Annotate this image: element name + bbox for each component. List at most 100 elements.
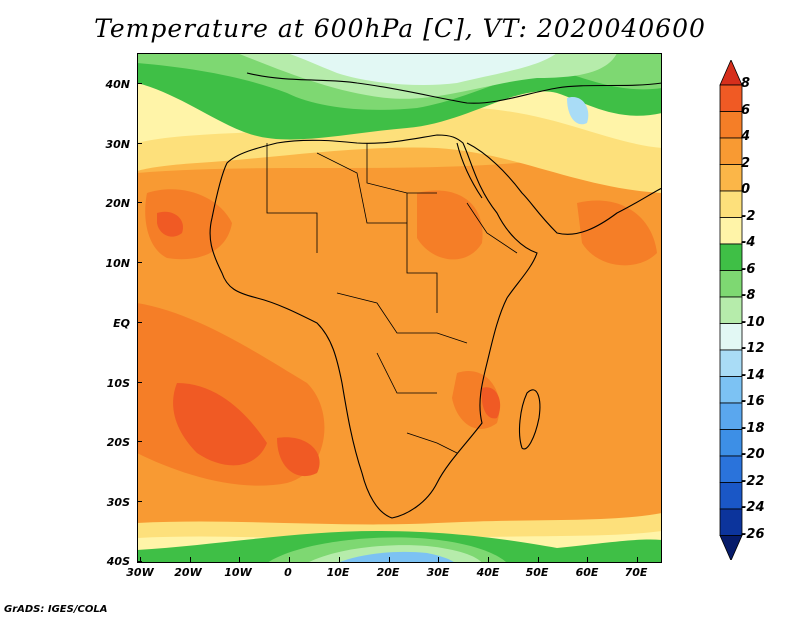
colorbar-segment bbox=[719, 376, 743, 404]
colorbar-segment bbox=[719, 137, 743, 165]
colorbar-label: -16 bbox=[741, 394, 765, 409]
colorbar-label: -26 bbox=[741, 526, 765, 542]
x-tick bbox=[537, 557, 539, 562]
colorbar-label: -14 bbox=[741, 367, 765, 383]
credit-text: GrADS: IGES/COLA bbox=[4, 604, 108, 615]
colorbar-label: -20 bbox=[741, 447, 765, 462]
chart-title: Temperature at 600hPa [C], VT: 202004060… bbox=[94, 14, 706, 43]
y-label-30n: 30N bbox=[105, 138, 130, 151]
x-label-30w: 30W bbox=[126, 566, 154, 579]
colorbar-segment bbox=[719, 402, 743, 430]
border-3 bbox=[366, 143, 437, 194]
colorbar-bottom-triangle bbox=[719, 535, 743, 560]
y-label-20n: 20N bbox=[105, 197, 130, 210]
border-4 bbox=[406, 193, 438, 313]
colorbar-segment bbox=[719, 84, 743, 112]
colorbar-segment bbox=[719, 243, 743, 271]
x-tick bbox=[637, 557, 638, 562]
colorbar-label: 6 bbox=[741, 102, 751, 118]
y-tick bbox=[137, 441, 142, 443]
colorbar-label: 0 bbox=[741, 182, 751, 197]
colorbar-segment bbox=[719, 349, 743, 377]
colorbar-label: 4 bbox=[741, 129, 751, 144]
colorbar-segment bbox=[719, 190, 743, 218]
field-hot-spot-1 bbox=[157, 211, 183, 237]
y-tick bbox=[137, 321, 142, 323]
colorbar-label: 2 bbox=[741, 155, 751, 171]
y-tick bbox=[137, 202, 142, 204]
x-label-60e: 60E bbox=[575, 566, 599, 579]
colorbar-segment bbox=[719, 217, 743, 245]
madagascar-coastline bbox=[518, 389, 541, 450]
x-label-50e: 50E bbox=[525, 566, 549, 579]
country-borders bbox=[266, 143, 518, 454]
colorbar-label: 8 bbox=[741, 76, 751, 91]
colorbar bbox=[719, 60, 743, 560]
x-tick bbox=[140, 557, 141, 562]
arabia-coastline bbox=[466, 142, 662, 235]
temperature-field bbox=[137, 53, 662, 563]
colorbar-label: -10 bbox=[741, 314, 765, 330]
map-frame bbox=[137, 53, 662, 563]
field-hot-spot-2 bbox=[173, 383, 267, 466]
y-tick bbox=[137, 500, 142, 502]
border-1 bbox=[266, 143, 318, 253]
colorbar-segment bbox=[719, 429, 743, 457]
y-label-20s: 20S bbox=[106, 436, 130, 449]
x-tick bbox=[487, 557, 489, 562]
colorbar-label: -6 bbox=[741, 261, 756, 277]
red-sea-coastline bbox=[456, 142, 483, 199]
y-label-eq: EQ bbox=[113, 317, 130, 330]
y-tick bbox=[137, 560, 142, 562]
x-tick bbox=[289, 557, 291, 562]
colorbar-segment bbox=[719, 508, 743, 536]
field-cold-spot-iran bbox=[567, 97, 589, 125]
x-label-20w: 20W bbox=[174, 566, 202, 579]
y-tick bbox=[137, 262, 142, 264]
x-tick bbox=[239, 557, 241, 562]
y-tick bbox=[137, 83, 142, 84]
colorbar-label: -4 bbox=[741, 235, 756, 250]
field-patch-arabian-sea bbox=[577, 200, 657, 266]
x-tick bbox=[438, 557, 440, 562]
colorbar-top-triangle bbox=[719, 60, 743, 86]
colorbar-segment bbox=[719, 323, 743, 351]
field-patch-sudan bbox=[417, 190, 483, 260]
border-7 bbox=[406, 432, 458, 454]
x-label-0: 0 bbox=[284, 566, 292, 579]
x-label-70e: 70E bbox=[624, 566, 648, 579]
colorbar-label: -2 bbox=[741, 208, 756, 224]
x-label-30e: 30E bbox=[426, 566, 450, 579]
africa-coastline bbox=[209, 134, 538, 519]
x-tick bbox=[338, 557, 340, 562]
colorbar-segment bbox=[719, 270, 743, 298]
colorbar-label: -22 bbox=[741, 473, 765, 489]
border-5 bbox=[336, 292, 468, 344]
border-8 bbox=[466, 202, 518, 254]
coastlines bbox=[209, 72, 662, 519]
colorbar-segment bbox=[719, 455, 743, 483]
border-6 bbox=[376, 352, 437, 394]
field-hot-spot-4 bbox=[481, 387, 501, 419]
x-label-40e: 40E bbox=[476, 566, 500, 579]
y-label-40s: 40S bbox=[106, 555, 130, 568]
x-tick bbox=[587, 557, 589, 562]
colorbar-segment bbox=[719, 296, 743, 324]
colorbar-segments bbox=[719, 60, 743, 560]
border-2 bbox=[316, 152, 407, 224]
colorbar-label: -18 bbox=[741, 420, 765, 436]
y-tick bbox=[137, 381, 142, 383]
colorbar-label: -12 bbox=[741, 341, 765, 356]
y-tick bbox=[137, 142, 142, 144]
colorbar-segment bbox=[719, 164, 743, 192]
field-band-minus14-south bbox=[337, 551, 455, 563]
field-hot-spot-3 bbox=[277, 437, 320, 477]
colorbar-label: -24 bbox=[741, 500, 765, 515]
temperature-map bbox=[137, 53, 662, 563]
y-label-10n: 10N bbox=[105, 257, 130, 270]
x-label-10w: 10W bbox=[224, 566, 252, 579]
x-label-20e: 20E bbox=[376, 566, 400, 579]
y-label-30s: 30S bbox=[106, 496, 130, 509]
y-label-40n: 40N bbox=[105, 78, 130, 91]
y-label-10s: 10S bbox=[106, 377, 130, 390]
